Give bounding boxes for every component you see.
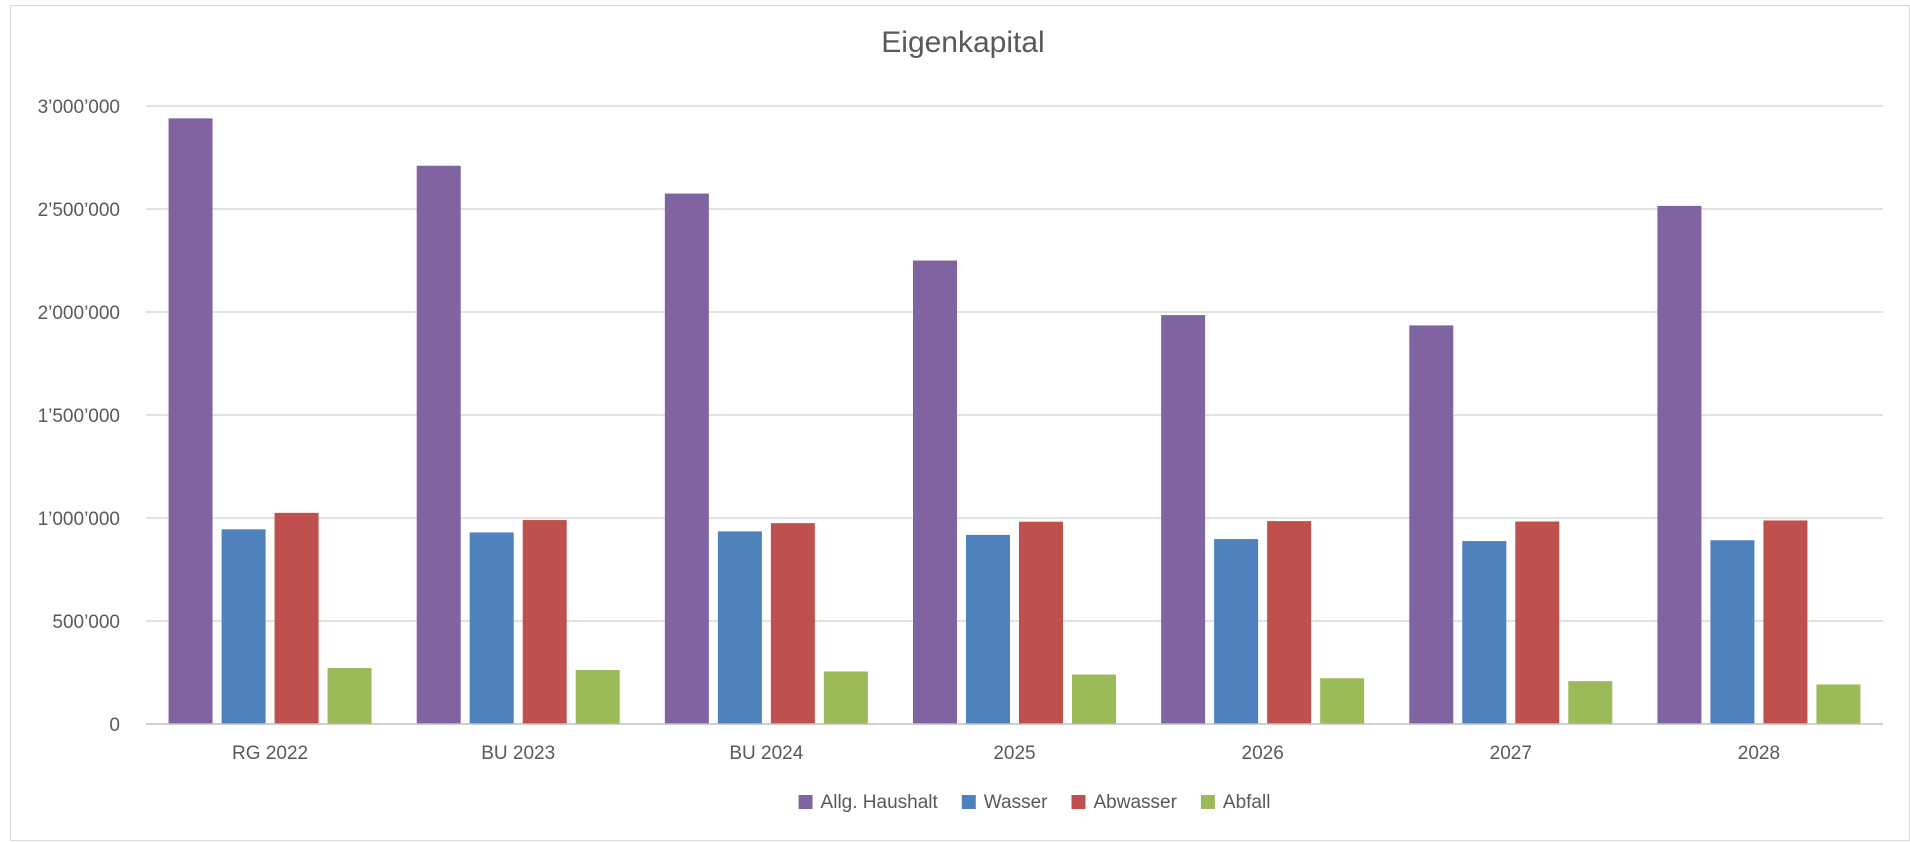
chart-area: Eigenkapital 0 500’000 1’000’000 1’500’000 2… [10, 5, 1910, 841]
bar [1462, 541, 1507, 724]
bar [1568, 681, 1613, 724]
bar [966, 534, 1010, 724]
bar [168, 118, 213, 725]
legend-swatch [798, 795, 813, 809]
bar [469, 532, 514, 724]
legend-swatch [961, 795, 976, 809]
bar [1072, 674, 1116, 724]
bar [1214, 539, 1259, 724]
bar [1763, 520, 1808, 724]
y-tick-label: 500’000 [52, 612, 120, 633]
legend-swatch [1071, 795, 1086, 809]
bar [823, 671, 868, 724]
bar [770, 523, 815, 724]
axes: 0 500’000 1’000’000 1’500’000 2’000’000 2’500… [38, 97, 1883, 764]
legend-label: Wasser [984, 792, 1048, 813]
bar [1409, 325, 1454, 724]
x-tick-label: 2026 [1242, 743, 1284, 764]
eigenkapital-chart: Eigenkapital 0 500’000 1’000’000 1’500’000 2… [38, 26, 1883, 813]
bar [327, 667, 372, 724]
bar [664, 193, 709, 725]
y-tick-label: 1’500’000 [38, 406, 120, 427]
y-tick-label: 2’500’000 [38, 200, 120, 221]
y-tick-label: 1’000’000 [38, 509, 120, 530]
bar [717, 531, 762, 724]
bar [522, 520, 567, 724]
legend-swatch [1200, 795, 1215, 809]
gridlines [146, 105, 1883, 622]
x-tick-label: 2028 [1738, 743, 1780, 764]
x-tick-label: RG 2022 [232, 743, 308, 764]
bar [1320, 678, 1365, 724]
y-tick-label: 2’000’000 [38, 303, 120, 324]
legend-label: Abwasser [1093, 792, 1177, 813]
bar [1267, 521, 1312, 724]
bar [1515, 521, 1560, 724]
bar [913, 260, 957, 724]
bar [1019, 521, 1063, 724]
y-tick-label: 0 [109, 715, 120, 736]
bar [416, 165, 461, 725]
legend-label: Abfall [1223, 792, 1271, 813]
x-tick-label: 2025 [993, 743, 1035, 764]
bar [1161, 315, 1206, 724]
x-tick-label: BU 2024 [729, 743, 803, 764]
bar [221, 529, 266, 724]
legend: Allg. Haushalt Wasser Abwasser Abfall [798, 792, 1271, 813]
bar [1816, 684, 1861, 724]
bars [168, 118, 1861, 725]
y-tick-label: 3’000’000 [38, 97, 120, 118]
bar [1710, 540, 1755, 724]
chart-title: Eigenkapital [881, 26, 1044, 59]
bar [575, 670, 620, 724]
bar [1657, 205, 1702, 724]
bar [274, 512, 319, 724]
legend-label: Allg. Haushalt [821, 792, 939, 813]
x-tick-label: BU 2023 [481, 743, 555, 764]
x-tick-label: 2027 [1490, 743, 1532, 764]
